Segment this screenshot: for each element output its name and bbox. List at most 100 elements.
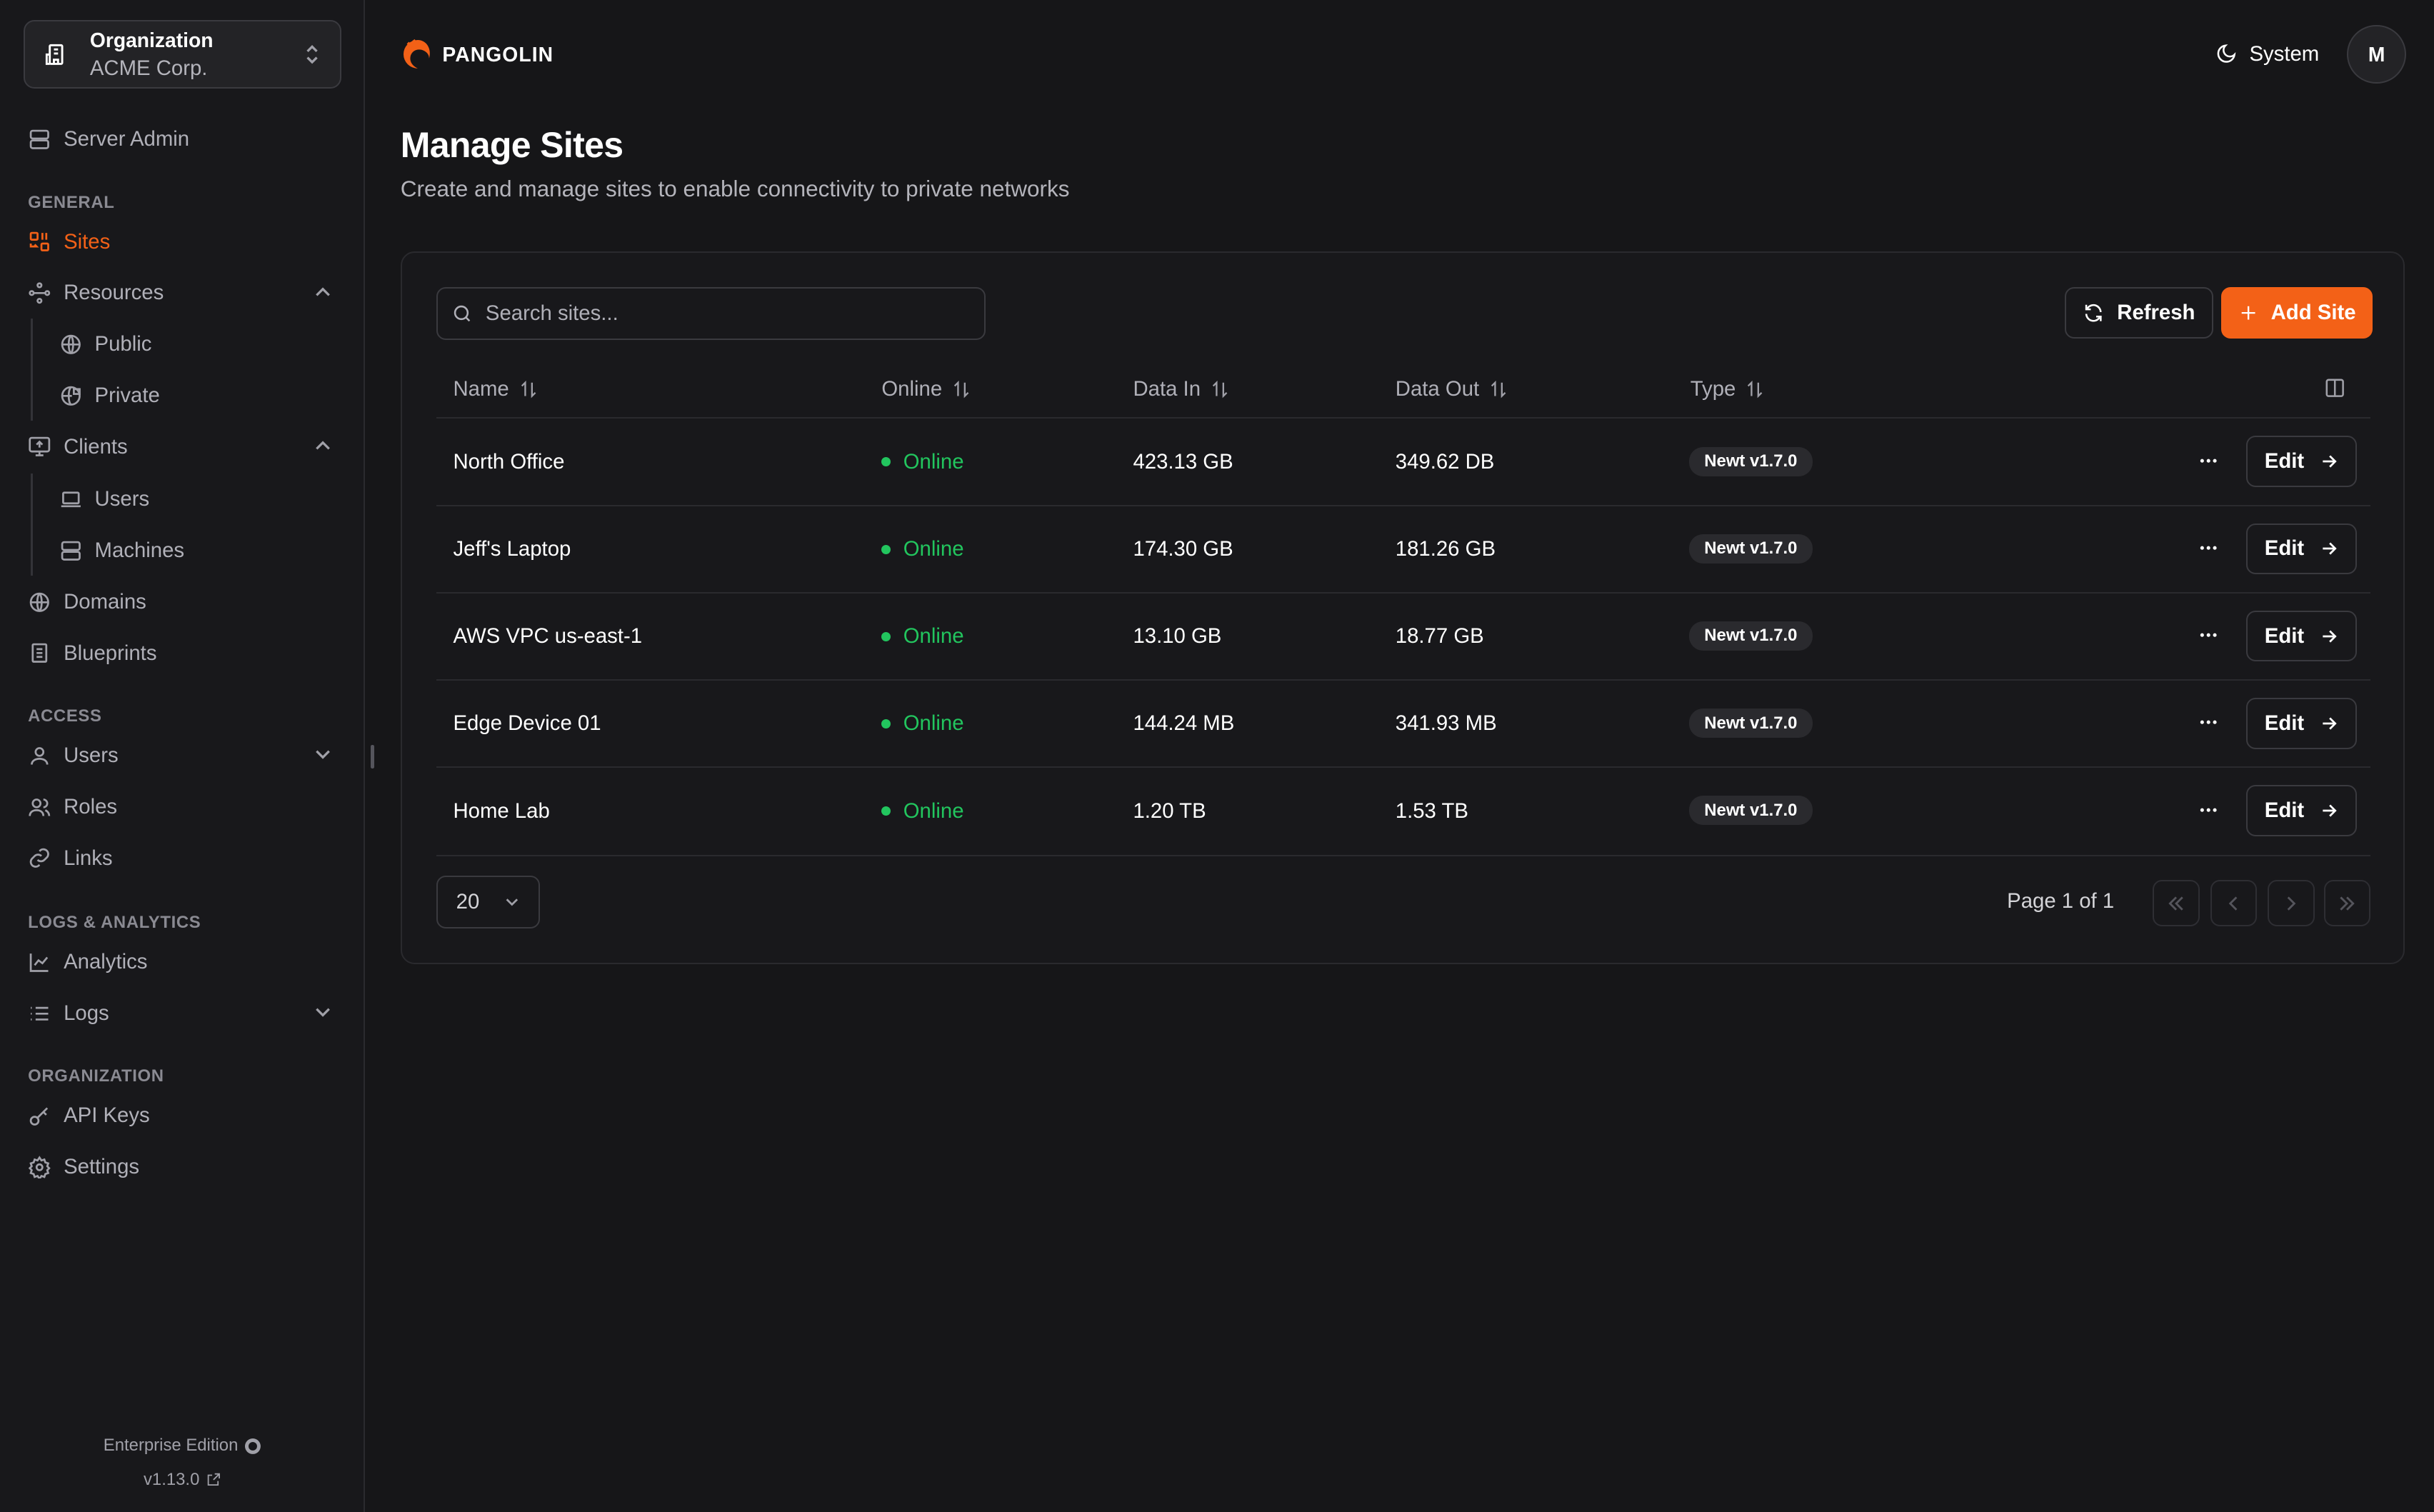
label: Blueprints (64, 641, 157, 665)
label: Resources (64, 281, 164, 305)
site-name[interactable]: North Office (453, 449, 565, 474)
edit-button[interactable]: Edit (2245, 697, 2357, 749)
more-horizontal-icon[interactable] (2198, 450, 2219, 471)
laptop-icon (61, 491, 81, 508)
status-dot (881, 631, 891, 641)
sidebar: Organization ACME Corp. Server Admin GEN… (0, 0, 365, 1512)
refresh-button[interactable]: Refresh (2064, 286, 2214, 339)
edit-button[interactable]: Edit (2245, 436, 2357, 488)
org-switcher[interactable]: Organization ACME Corp. (23, 20, 342, 89)
sidebar-item-analytics[interactable]: Analytics (28, 950, 339, 974)
more-horizontal-icon[interactable] (2198, 711, 2219, 733)
prev-page-button[interactable] (2210, 880, 2258, 927)
label: Roles (64, 794, 118, 818)
edition-label: Enterprise Edition (103, 1436, 239, 1456)
page-size-value: 20 (456, 889, 480, 913)
sort-icon (954, 380, 969, 399)
section-general: GENERAL (28, 192, 115, 212)
arrow-right-icon (2323, 629, 2337, 643)
site-name[interactable]: Edge Device 01 (453, 711, 601, 736)
avatar[interactable]: M (2347, 24, 2406, 84)
last-page-button[interactable] (2323, 880, 2370, 927)
sidebar-item-clients[interactable]: Clients (28, 435, 339, 459)
chevron-up-icon (316, 286, 330, 296)
column-label: Type (1690, 376, 1736, 401)
site-name[interactable]: Jeff's Laptop (453, 537, 571, 561)
sidebar-item-machines[interactable]: Machines (59, 539, 339, 563)
page-size-select[interactable]: 20 (436, 875, 541, 928)
table-row: Home Lab Online 1.20 TB 1.53 TB Newt v1.… (436, 766, 2370, 853)
type-badge: Newt v1.7.0 (1688, 621, 1813, 651)
status-label: Online (903, 537, 964, 561)
arrow-right-icon (2323, 455, 2337, 468)
label: Edit (2264, 449, 2305, 474)
label: Users (94, 487, 150, 511)
table-row: Jeff's Laptop Online 174.30 GB 181.26 GB… (436, 504, 2370, 592)
more-horizontal-icon[interactable] (2198, 537, 2219, 559)
version-link[interactable]: v1.13.0 (0, 1470, 365, 1490)
users-icon (29, 798, 51, 816)
sidebar-item-blueprints[interactable]: Blueprints (28, 641, 339, 666)
column-header-data-in[interactable]: Data In (1133, 377, 1230, 401)
column-label: Data In (1133, 376, 1201, 401)
column-header-online[interactable]: Online (881, 377, 971, 401)
sidebar-item-roles[interactable]: Roles (28, 795, 339, 819)
sidebar-item-resources[interactable]: Resources (28, 281, 339, 305)
data-out: 1.53 TB (1395, 798, 1468, 823)
version-label: v1.13.0 (143, 1470, 200, 1490)
more-horizontal-icon[interactable] (2198, 624, 2219, 646)
sidebar-item-client-users[interactable]: Users (59, 487, 339, 511)
column-header-data-out[interactable]: Data Out (1396, 377, 1509, 401)
sidebar-item-sites[interactable]: Sites (28, 230, 339, 254)
plus-icon (2241, 306, 2255, 320)
sidebar-item-public[interactable]: Public (59, 332, 339, 356)
sidebar-item-logs[interactable]: Logs (28, 1001, 339, 1026)
sidebar-item-server-admin[interactable]: Server Admin (28, 127, 339, 151)
search-icon (454, 305, 471, 321)
sidebar-item-domains[interactable]: Domains (28, 590, 339, 614)
search-input[interactable] (485, 301, 951, 326)
globe-icon (61, 334, 81, 354)
sort-icon (521, 380, 536, 399)
column-label: Online (881, 376, 943, 401)
data-in: 423.13 GB (1133, 449, 1233, 474)
type-badge: Newt v1.7.0 (1688, 446, 1813, 476)
search-field[interactable] (436, 286, 986, 340)
sidebar-item-api-keys[interactable]: API Keys (28, 1103, 339, 1128)
next-page-button[interactable] (2268, 880, 2315, 927)
sites-icon (29, 232, 49, 252)
more-horizontal-icon[interactable] (2198, 799, 2219, 821)
sidebar-item-links[interactable]: Links (28, 846, 339, 871)
main: PANGOLIN System M Manage Sites Create an… (366, 0, 2434, 1512)
edition-link[interactable]: Enterprise Edition (0, 1436, 365, 1456)
data-out: 18.77 GB (1395, 624, 1484, 649)
theme-toggle[interactable]: System (2215, 42, 2319, 66)
label: Logs (64, 1001, 109, 1025)
status-online: Online (881, 711, 964, 736)
add-site-button[interactable]: Add Site (2221, 286, 2373, 339)
edit-button[interactable]: Edit (2245, 523, 2357, 575)
data-out: 181.26 GB (1395, 537, 1496, 561)
label: Clients (64, 434, 128, 459)
columns-icon[interactable] (2324, 377, 2345, 399)
sidebar-item-private[interactable]: Private (59, 384, 339, 408)
sites-card: Refresh Add Site Name Online Data In Data O… (400, 251, 2405, 964)
column-header-name[interactable]: Name (453, 377, 539, 401)
label: Edit (2264, 624, 2305, 648)
sidebar-resize-handle[interactable] (371, 745, 374, 768)
column-header-type[interactable]: Type (1691, 377, 1766, 401)
pangolin-logo-icon (403, 39, 430, 69)
label: Edit (2264, 798, 2305, 822)
first-page-button[interactable] (2153, 880, 2200, 927)
site-name[interactable]: Home Lab (453, 798, 550, 823)
sidebar-item-users[interactable]: Users (28, 744, 339, 768)
site-name[interactable]: AWS VPC us-east-1 (453, 624, 643, 649)
edit-button[interactable]: Edit (2245, 610, 2357, 662)
sidebar-item-settings[interactable]: Settings (28, 1155, 339, 1179)
arrow-right-icon (2323, 804, 2337, 817)
status-label: Online (903, 624, 964, 649)
type-badge: Newt v1.7.0 (1688, 534, 1813, 564)
label: Edit (2264, 536, 2305, 561)
external-link-icon (207, 1473, 220, 1486)
edit-button[interactable]: Edit (2245, 784, 2357, 836)
